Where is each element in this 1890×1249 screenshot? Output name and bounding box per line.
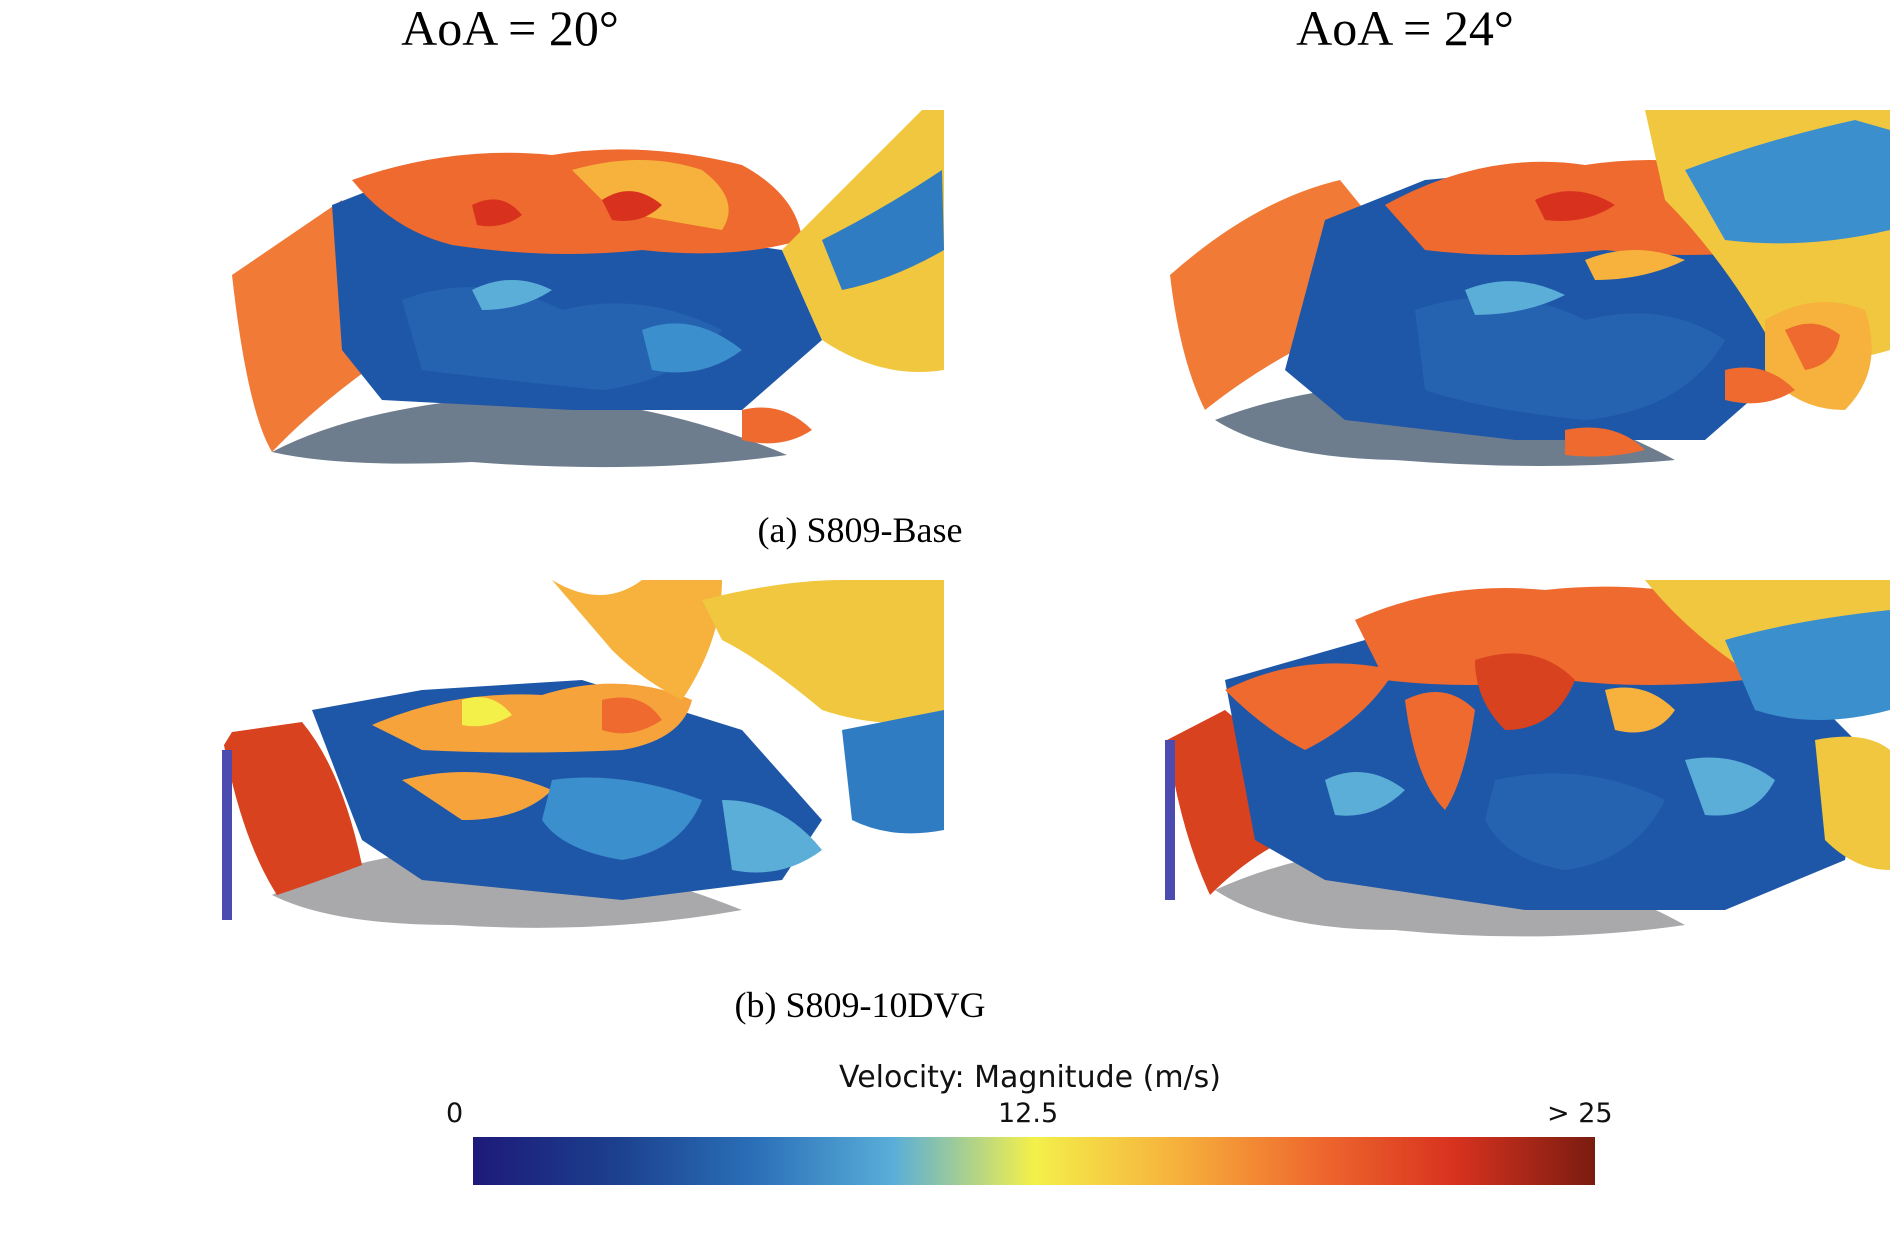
colorbar-gradient	[473, 1137, 1595, 1185]
column-title-aoa20: AoA = 20°	[401, 0, 619, 56]
panel-dvg-aoa24	[1165, 580, 1890, 955]
panel-dvg-aoa20	[222, 580, 944, 955]
colorbar-max-label: > 25	[1547, 1098, 1613, 1129]
panel-base-aoa20	[222, 110, 944, 480]
column-title-aoa24: AoA = 24°	[1296, 0, 1514, 56]
colorbar-min-label: 0	[446, 1098, 464, 1129]
colorbar-mid-label: 12.5	[998, 1098, 1059, 1129]
panel-base-aoa24	[1165, 110, 1890, 480]
caption-a: (a) S809-Base	[757, 510, 963, 550]
colorbar-title: Velocity: Magnitude (m/s)	[839, 1060, 1221, 1095]
caption-b: (b) S809-10DVG	[734, 985, 986, 1025]
